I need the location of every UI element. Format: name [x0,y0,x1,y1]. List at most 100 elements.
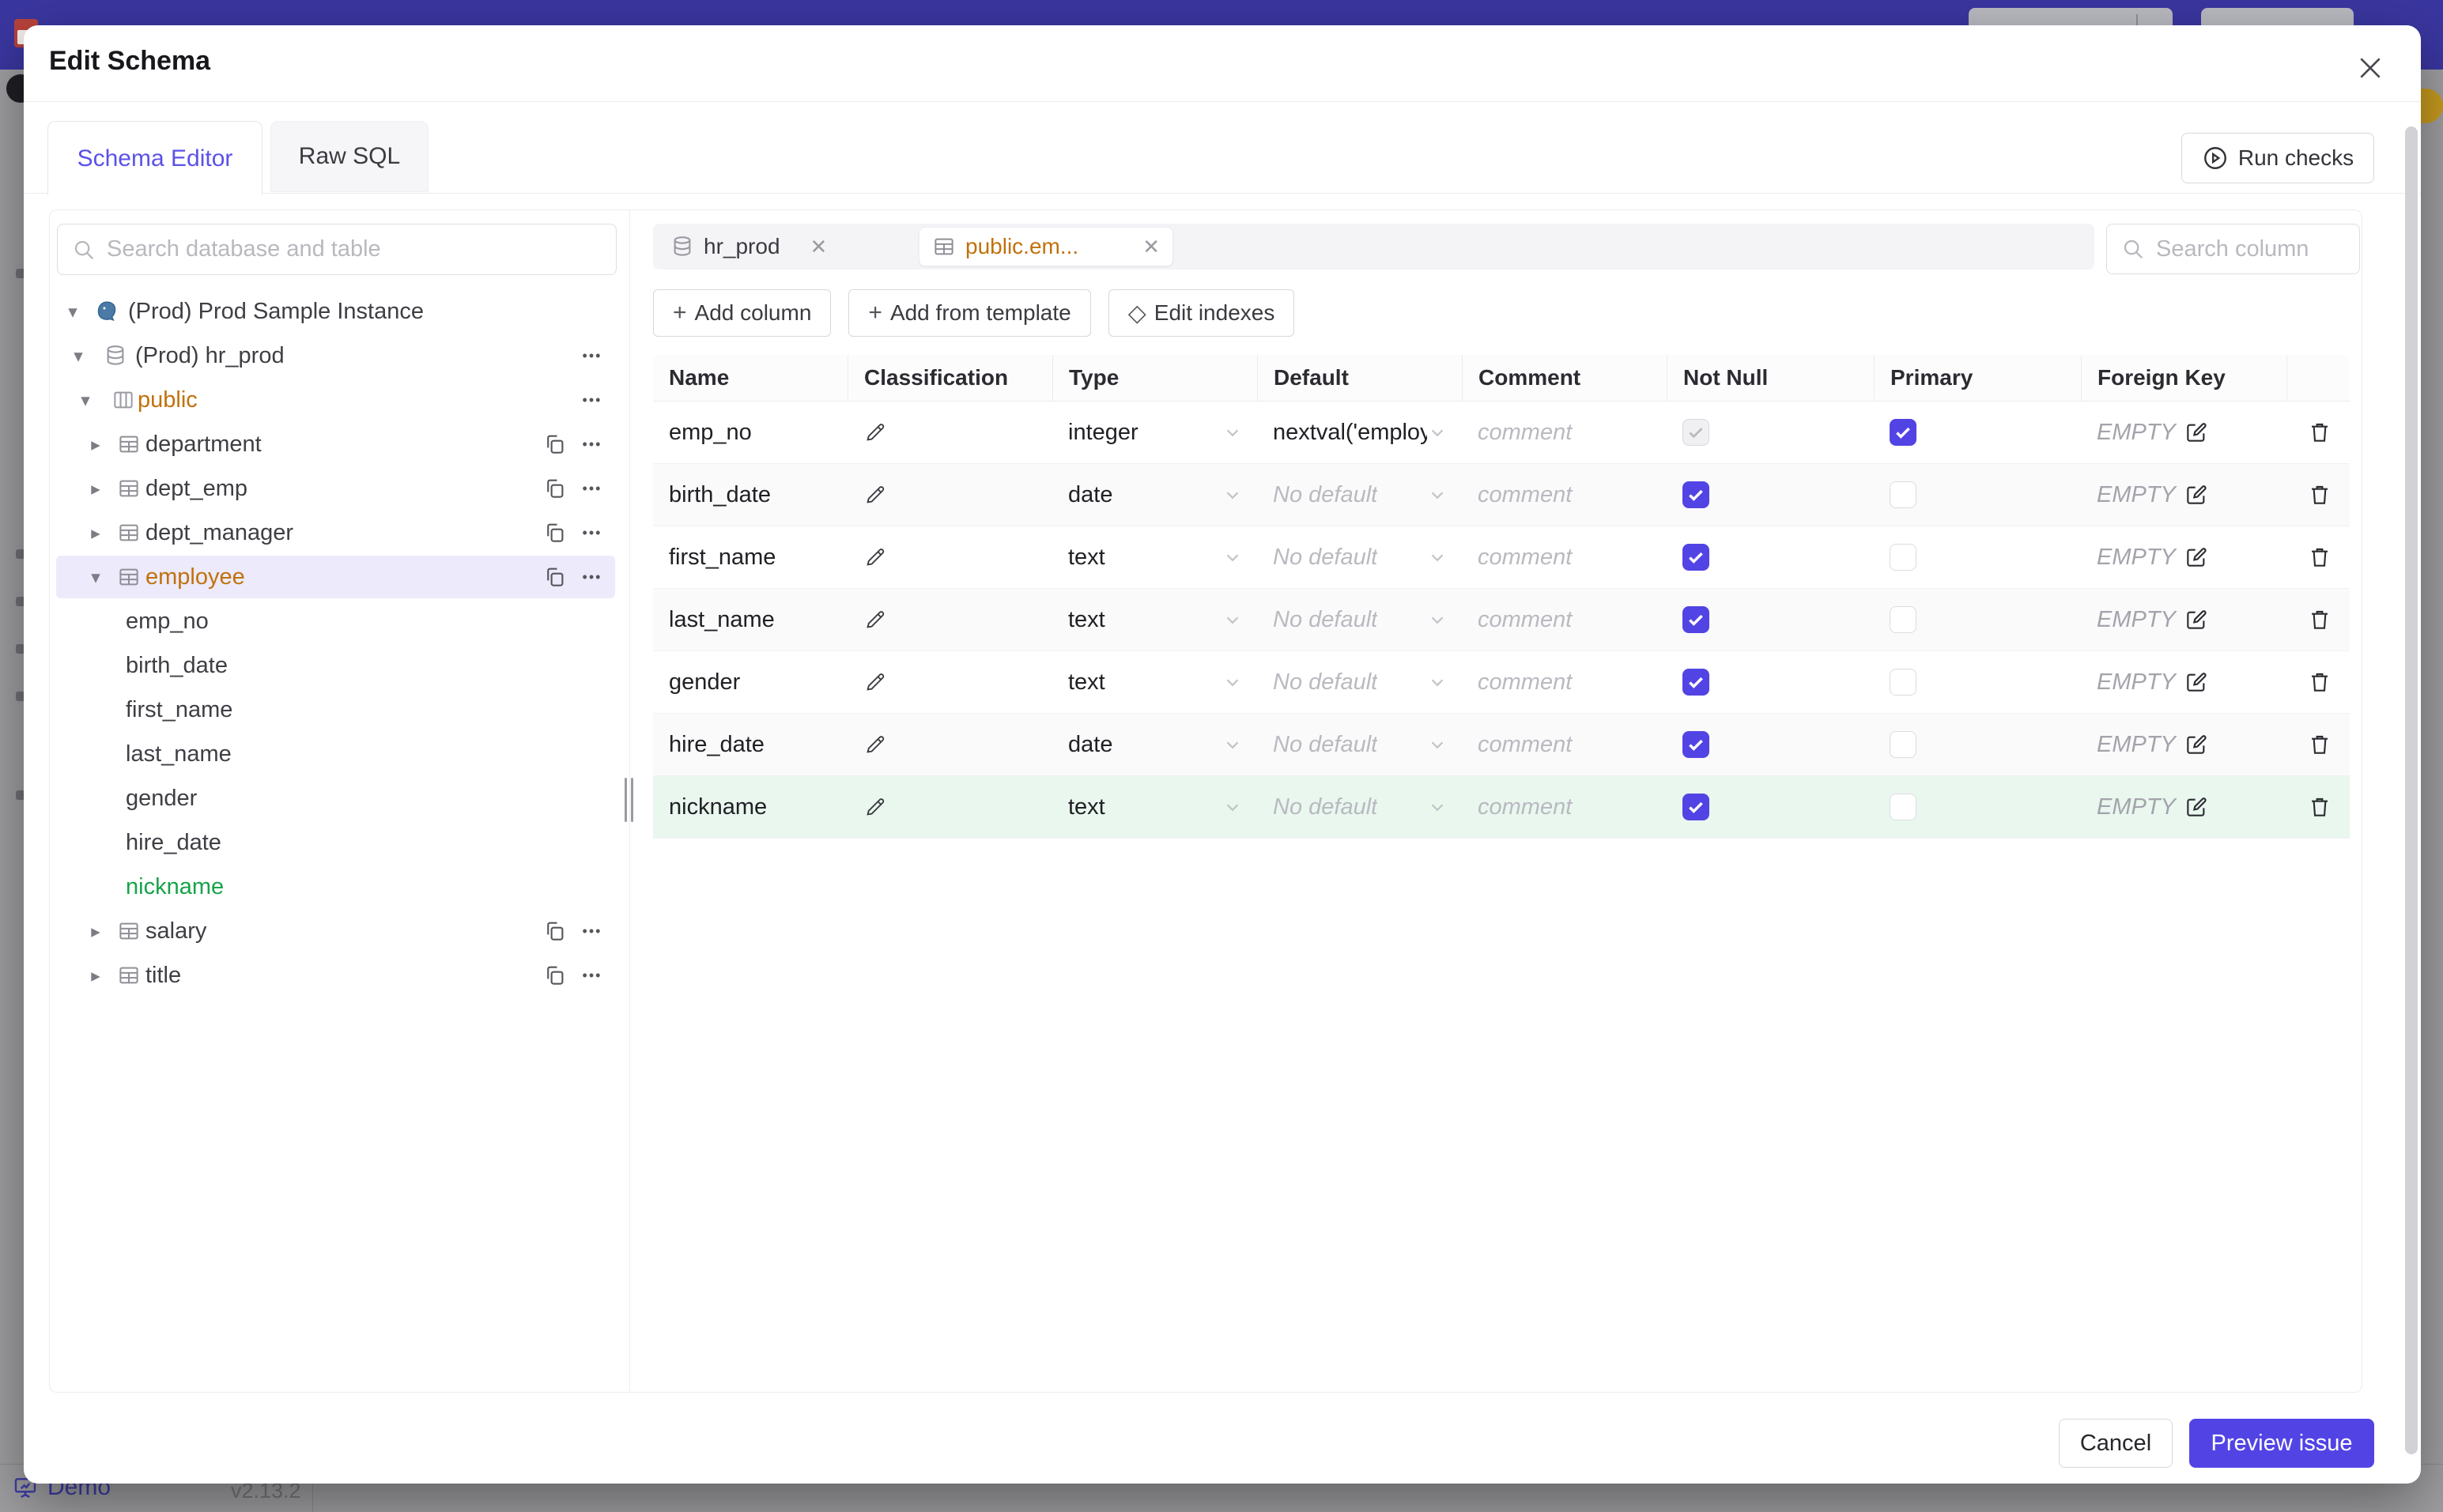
column-name-value[interactable]: nickname [669,794,768,820]
run-checks-button[interactable]: Run checks [2181,133,2374,183]
comment-field[interactable]: comment [1478,669,1573,695]
not-null-checkbox[interactable] [1682,544,1709,571]
delete-column-icon[interactable] [2307,794,2332,820]
not-null-checkbox[interactable] [1682,606,1709,633]
tree-search-field[interactable]: Search database and table [57,224,617,275]
default-select[interactable]: No default [1257,669,1462,696]
comment-field[interactable]: comment [1478,544,1573,570]
comment-field[interactable]: comment [1478,731,1573,757]
delete-column-icon[interactable] [2307,732,2332,757]
default-select[interactable]: No default [1257,482,1462,508]
caret-down-icon[interactable]: ▾ [81,390,90,410]
delete-column-icon[interactable] [2307,669,2332,695]
primary-checkbox[interactable] [1890,481,1916,508]
edit-classification-icon[interactable] [863,545,887,569]
tree-item-birth_date[interactable]: birth_date [50,643,629,688]
more-actions-icon[interactable]: ••• [582,348,602,364]
type-select[interactable]: date [1052,732,1257,758]
cancel-button[interactable]: Cancel [2059,1419,2173,1468]
edit-foreign-key-icon[interactable] [2184,669,2209,695]
primary-checkbox[interactable] [1890,731,1916,758]
delete-column-icon[interactable] [2307,482,2332,507]
column-name-value[interactable]: first_name [669,544,776,570]
close-tab-icon[interactable]: ✕ [1142,234,1160,258]
column-name-value[interactable]: emp_no [669,419,752,445]
caret-right-icon[interactable]: ▸ [91,921,100,941]
duplicate-table-icon[interactable] [543,521,567,545]
tree-item-employee[interactable]: ▾ employee ••• [50,555,629,599]
edit-foreign-key-icon[interactable] [2184,482,2209,507]
tree-item-title[interactable]: ▸ title ••• [50,953,629,997]
tree-item-first_name[interactable]: first_name [50,688,629,732]
type-select[interactable]: text [1052,794,1257,820]
comment-field[interactable]: comment [1478,606,1573,632]
primary-checkbox[interactable] [1890,669,1916,696]
delete-column-icon[interactable] [2307,420,2332,445]
tree-item-hire_date[interactable]: hire_date [50,820,629,865]
default-select[interactable]: No default [1257,794,1462,820]
not-null-checkbox[interactable] [1682,669,1709,696]
more-actions-icon[interactable]: ••• [582,481,602,496]
edit-classification-icon[interactable] [863,608,887,632]
more-actions-icon[interactable]: ••• [582,569,602,585]
default-select[interactable]: nextval('employ [1257,420,1462,446]
close-tab-icon[interactable]: ✕ [810,234,828,258]
more-actions-icon[interactable]: ••• [582,923,602,939]
more-actions-icon[interactable]: ••• [582,436,602,452]
duplicate-table-icon[interactable] [543,477,567,500]
tree-item-department[interactable]: ▸ department ••• [50,422,629,466]
edit-classification-icon[interactable] [863,420,887,444]
edit-foreign-key-icon[interactable] [2184,545,2209,570]
duplicate-table-icon[interactable] [543,565,567,589]
edit-foreign-key-icon[interactable] [2184,732,2209,757]
open-tab-hr_prod[interactable]: hr_prod ✕ [670,224,827,270]
column-name-value[interactable]: gender [669,669,741,695]
preview-issue-button[interactable]: Preview issue [2189,1419,2374,1468]
close-icon[interactable] [2354,52,2386,84]
more-actions-icon[interactable]: ••• [582,525,602,541]
type-select[interactable]: text [1052,545,1257,571]
dialog-scrollbar[interactable] [2405,126,2418,1454]
edit-classification-icon[interactable] [863,670,887,694]
column-name-value[interactable]: last_name [669,606,775,632]
edit-foreign-key-icon[interactable] [2184,794,2209,820]
panel-resize-handle[interactable] [625,778,636,825]
add-from-template-button[interactable]: + Add from template [848,289,1091,337]
delete-column-icon[interactable] [2307,545,2332,570]
more-actions-icon[interactable]: ••• [582,392,602,408]
column-name-value[interactable]: birth_date [669,481,771,507]
caret-right-icon[interactable]: ▸ [91,478,100,499]
column-name-value[interactable]: hire_date [669,731,765,757]
edit-foreign-key-icon[interactable] [2184,607,2209,632]
column-search-field[interactable]: Search column [2106,224,2360,274]
edit-indexes-button[interactable]: ◇ Edit indexes [1108,289,1295,337]
duplicate-table-icon[interactable] [543,963,567,987]
tree-item-salary[interactable]: ▸ salary ••• [50,909,629,953]
edit-classification-icon[interactable] [863,795,887,819]
tab-schema-editor[interactable]: Schema Editor [47,121,262,195]
tree-item-last_name[interactable]: last_name [50,732,629,776]
comment-field[interactable]: comment [1478,481,1573,507]
tree-item-nickname[interactable]: nickname [50,865,629,909]
tree-item-public[interactable]: ▾ public ••• [50,378,629,422]
edit-classification-icon[interactable] [863,733,887,756]
edit-classification-icon[interactable] [863,483,887,507]
not-null-checkbox[interactable] [1682,794,1709,820]
comment-field[interactable]: comment [1478,794,1573,820]
default-select[interactable]: No default [1257,545,1462,571]
caret-right-icon[interactable]: ▸ [91,434,100,454]
primary-checkbox[interactable] [1890,419,1916,446]
add-column-button[interactable]: + Add column [653,289,832,337]
tree-item-dept_emp[interactable]: ▸ dept_emp ••• [50,466,629,511]
comment-field[interactable]: comment [1478,419,1573,445]
primary-checkbox[interactable] [1890,606,1916,633]
caret-right-icon[interactable]: ▸ [91,965,100,986]
tree-item-emp_no[interactable]: emp_no [50,599,629,643]
tree-item-dept_manager[interactable]: ▸ dept_manager ••• [50,511,629,555]
edit-foreign-key-icon[interactable] [2184,420,2209,445]
caret-right-icon[interactable]: ▸ [91,522,100,543]
more-actions-icon[interactable]: ••• [582,967,602,983]
not-null-checkbox[interactable] [1682,731,1709,758]
caret-down-icon[interactable]: ▾ [91,567,100,587]
type-select[interactable]: text [1052,669,1257,696]
